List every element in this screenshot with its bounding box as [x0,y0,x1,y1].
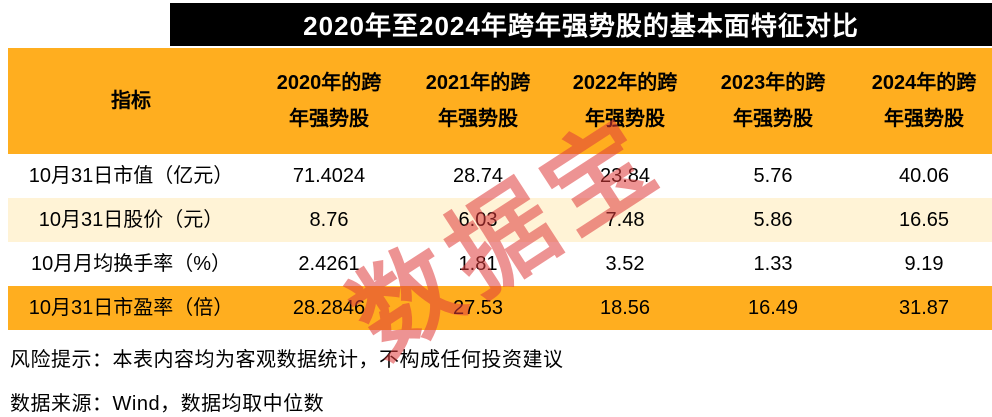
table-figure: 2020年至2024年跨年强势股的基本面特征对比 指标 2020年的跨年强势股 … [0,3,992,416]
table-row-market-cap: 10月31日市值（亿元） 71.4024 28.74 23.84 5.76 40… [8,154,992,198]
data-table: 指标 2020年的跨年强势股 2021年的跨年强势股 2022年的跨年强势股 2… [8,48,992,330]
risk-note: 风险提示：本表内容均为客观数据统计，不构成任何投资建议 [10,349,564,371]
cell-value: 16.65 [898,209,950,231]
cell-value: 31.87 [898,297,950,319]
cell-value: 28.74 [452,165,504,187]
column-header-indicator: 指标 [8,48,254,154]
column-header-2021: 2021年的跨年强势股 [404,48,552,154]
cell-value: 23.84 [599,165,651,187]
table-row-pe-ratio: 10月31日市盈率（倍） 28.2846 27.53 18.56 16.49 3… [8,286,992,330]
column-header-2023: 2023年的跨年强势股 [698,48,848,154]
row-label: 10月31日市值（亿元） [28,165,234,187]
row-label: 10月31日股价（元） [38,209,224,231]
table-row-turnover: 10月月均换手率（%） 2.4261 1.81 3.52 1.33 9.19 [8,242,992,286]
header-row: 指标 2020年的跨年强势股 2021年的跨年强势股 2022年的跨年强势股 2… [8,48,992,154]
cell-value: 7.48 [605,209,645,231]
cell-value: 9.19 [904,253,944,275]
cell-value: 1.81 [458,253,498,275]
page-title: 2020年至2024年跨年强势股的基本面特征对比 [170,3,992,46]
cell-value: 28.2846 [292,297,366,319]
source-note: 数据来源：Wind，数据均取中位数 [10,393,325,415]
cell-value: 5.76 [753,165,793,187]
footer-notes: 风险提示：本表内容均为客观数据统计，不构成任何投资建议 数据来源：Wind，数据… [10,343,992,416]
cell-value: 3.52 [605,253,645,275]
cell-value: 6.03 [458,209,498,231]
column-header-2020: 2020年的跨年强势股 [254,48,404,154]
cell-value: 71.4024 [292,165,366,187]
cell-value: 18.56 [599,297,651,319]
row-label: 10月31日市盈率（倍） [28,297,234,319]
cell-value: 8.76 [309,209,349,231]
cell-value: 27.53 [452,297,504,319]
row-label: 10月月均换手率（%） [30,253,232,275]
cell-value: 5.86 [753,209,793,231]
column-header-2024: 2024年的跨年强势股 [848,48,992,154]
table-row-price: 10月31日股价（元） 8.76 6.03 7.48 5.86 16.65 [8,198,992,242]
cell-value: 1.33 [753,253,793,275]
cell-value: 16.49 [747,297,799,319]
cell-value: 2.4261 [298,253,360,275]
column-header-2022: 2022年的跨年强势股 [552,48,698,154]
cell-value: 40.06 [898,165,950,187]
